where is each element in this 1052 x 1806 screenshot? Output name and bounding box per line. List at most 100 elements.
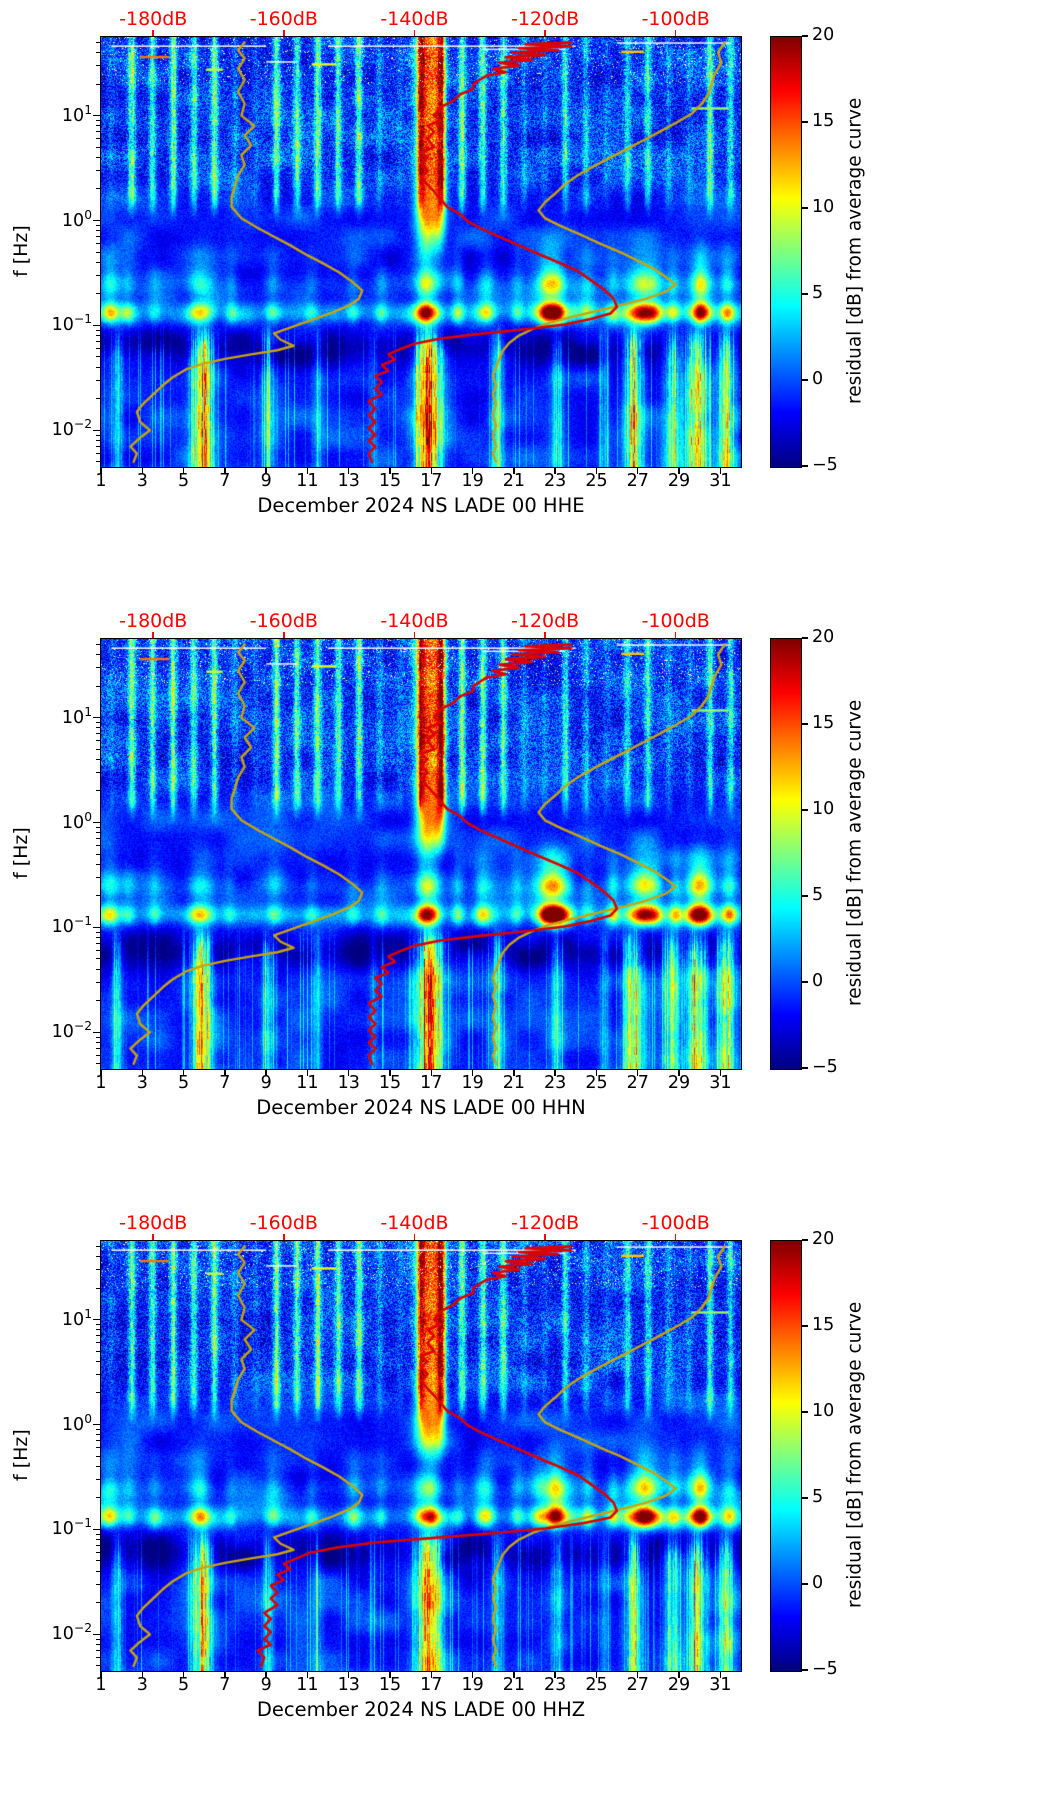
y-axis-minor-tick xyxy=(96,1583,101,1585)
x-tick-label: 11 xyxy=(296,1073,319,1093)
y-axis-label: f [Hz] xyxy=(10,225,32,277)
y-axis-minor-tick xyxy=(96,981,101,983)
y-axis-minor-tick xyxy=(96,131,101,133)
y-axis-minor-tick xyxy=(96,1055,101,1057)
x-tick-label: 23 xyxy=(544,1073,567,1093)
x-axis-tick xyxy=(513,1069,515,1076)
y-axis-minor-tick xyxy=(96,138,101,140)
x-tick-label: 15 xyxy=(378,471,402,491)
y-axis-minor-tick xyxy=(96,790,101,792)
y-axis-minor-tick xyxy=(96,261,101,263)
y-axis-minor-tick xyxy=(96,1048,101,1050)
x-axis-tick xyxy=(224,467,226,474)
x-tick-label: 7 xyxy=(219,1073,231,1093)
colorbar-tick xyxy=(802,637,808,639)
x-axis-tick xyxy=(141,467,143,474)
y-axis-minor-tick xyxy=(96,1539,101,1541)
x-tick-label: 9 xyxy=(260,1073,272,1093)
colorbar-tick xyxy=(802,293,808,295)
y-axis-minor-tick xyxy=(96,1287,101,1289)
y-axis-minor-tick xyxy=(96,1428,101,1430)
x-tick-label: 13 xyxy=(337,1675,360,1695)
colorbar-tick-label: 5 xyxy=(812,283,824,303)
y-axis-minor-tick xyxy=(96,895,101,897)
y-axis-minor-tick xyxy=(96,329,101,331)
y-axis-minor-tick xyxy=(96,230,101,232)
top-axis-tick xyxy=(152,1234,155,1240)
x-tick-label: 5 xyxy=(178,1675,190,1695)
x-tick-label: 31 xyxy=(709,1073,732,1093)
colorbar-tick-label: −5 xyxy=(812,1659,838,1679)
x-tick-label: 1 xyxy=(95,1073,107,1093)
y-axis-minor-tick xyxy=(96,931,101,933)
colorbar-tick xyxy=(802,809,808,811)
y-axis-minor-tick xyxy=(96,1638,101,1640)
top-axis-tick xyxy=(544,1234,546,1240)
y-axis-minor-tick xyxy=(96,748,101,750)
x-tick-label: 27 xyxy=(626,471,649,491)
colorbar-tick-label: 20 xyxy=(812,25,835,45)
y-tick-label: 101 xyxy=(61,704,92,728)
top-axis-tick xyxy=(413,1234,416,1240)
y-tick-label: 100 xyxy=(61,207,92,231)
y-axis-minor-tick xyxy=(96,1665,101,1667)
spectrogram-canvas xyxy=(101,37,741,467)
x-tick-label: 29 xyxy=(667,471,691,491)
x-axis-tick xyxy=(389,1671,391,1678)
y-axis-minor-tick xyxy=(96,643,101,645)
x-axis-tick xyxy=(637,467,639,474)
spectrogram-canvas xyxy=(101,1241,741,1671)
y-axis-minor-tick xyxy=(96,1650,101,1652)
x-tick-label: 23 xyxy=(544,471,567,491)
y-axis-minor-tick xyxy=(96,733,101,735)
x-tick-label: 17 xyxy=(420,1073,443,1093)
colorbar-label: residual [dB] from average curve xyxy=(844,699,866,1007)
x-tick-label: 27 xyxy=(626,1073,649,1093)
x-tick-label: 19 xyxy=(461,1073,484,1093)
y-axis-minor-tick xyxy=(96,853,101,855)
top-axis-label: -160dB xyxy=(249,1212,318,1234)
x-tick-label: 31 xyxy=(709,1675,732,1695)
colorbar-tick-label: 5 xyxy=(812,885,824,905)
y-tick-label: 100 xyxy=(61,1411,92,1435)
y-axis-minor-tick xyxy=(96,1360,101,1362)
top-axis-tick xyxy=(152,632,155,638)
x-tick-label: 9 xyxy=(260,471,272,491)
x-axis-tick xyxy=(678,1671,680,1678)
x-axis-tick xyxy=(513,467,515,474)
x-tick-label: 31 xyxy=(709,471,732,491)
y-axis-minor-tick xyxy=(96,65,101,67)
colorbar-tick xyxy=(802,1239,808,1241)
x-tick-label: 3 xyxy=(136,1073,148,1093)
x-axis-tick xyxy=(306,1671,309,1678)
y-axis-minor-tick xyxy=(96,356,101,358)
y-axis-minor-tick xyxy=(96,1570,101,1572)
y-axis-minor-tick xyxy=(96,52,101,54)
y-axis-minor-tick xyxy=(96,335,101,337)
x-tick-label: 7 xyxy=(219,1675,231,1695)
x-axis-tick xyxy=(100,1069,102,1076)
subplot-hhe: f [Hz] December 2024 NS LADE 00 HHE resi… xyxy=(0,0,1052,602)
top-axis-label: -180dB xyxy=(119,610,188,632)
y-axis-minor-tick xyxy=(96,146,101,148)
x-axis-tick xyxy=(678,467,680,474)
y-axis-minor-tick xyxy=(96,169,101,171)
x-axis-tick xyxy=(141,1069,143,1076)
colorbar-tick xyxy=(802,379,808,381)
colorbar-tick xyxy=(802,1669,808,1671)
y-tick-label: 10−1 xyxy=(51,312,92,336)
x-axis-tick xyxy=(554,467,556,474)
x-tick-label: 25 xyxy=(585,1675,608,1695)
x-axis-tick xyxy=(389,1069,391,1076)
colorbar-tick-label: 15 xyxy=(812,1315,835,1335)
y-axis-minor-tick xyxy=(96,1545,101,1547)
y-axis-minor-tick xyxy=(96,845,101,847)
y-axis-minor-tick xyxy=(96,224,101,226)
y-axis-minor-tick xyxy=(96,654,101,656)
y-axis-minor-tick xyxy=(96,251,101,253)
y-axis-label: f [Hz] xyxy=(10,1429,32,1481)
y-axis-minor-tick xyxy=(96,740,101,742)
y-axis-minor-tick xyxy=(96,863,101,865)
top-axis-tick xyxy=(152,30,155,36)
x-axis-tick xyxy=(471,1069,474,1076)
